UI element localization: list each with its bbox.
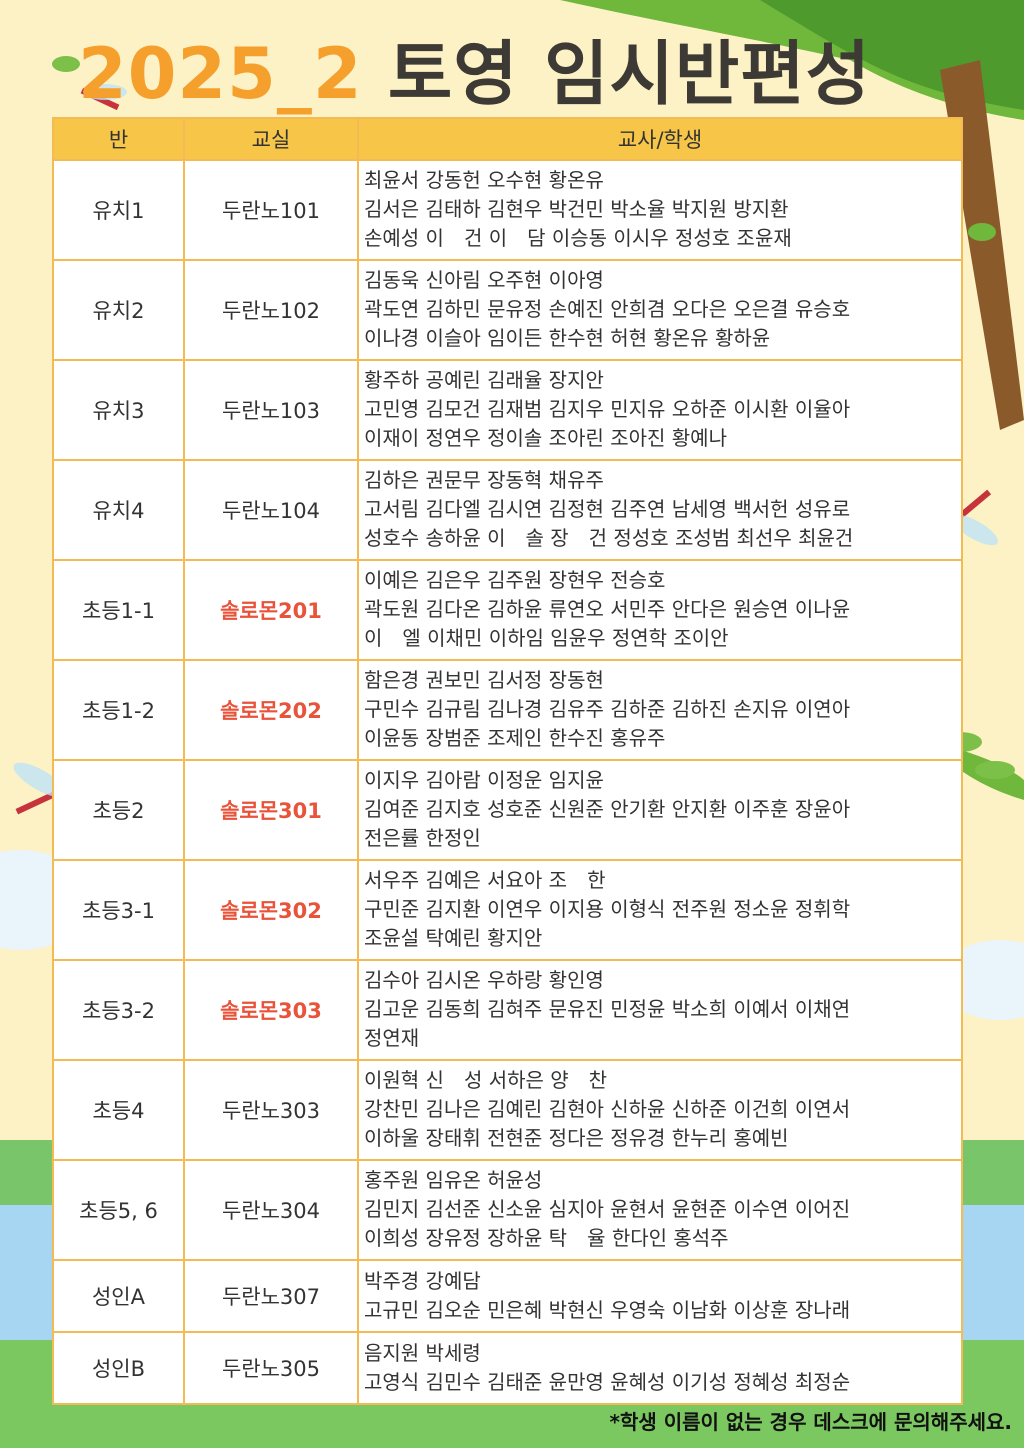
class-cell: 유치4 <box>52 459 185 561</box>
names-line: 성호수 송하윤 이 솔 장 건 정성호 조성범 최선우 최윤건 <box>364 526 854 550</box>
names-line: 고규민 김오순 민은혜 박현신 우영숙 이남화 이상훈 장나래 <box>364 1297 851 1322</box>
names-line: 손예성 이 건 이 담 이승동 이시우 정성호 조윤재 <box>364 226 792 250</box>
room-cell: 두란노303 <box>183 1059 359 1161</box>
room-cell: 두란노102 <box>183 259 359 361</box>
names-line: 이원혁 신 성 서하은 양 찬 <box>364 1068 608 1092</box>
names-line: 이 엘 이채민 이하임 임윤우 정연학 조이안 <box>364 626 729 650</box>
names-line: 홍주원 임유온 허윤성 <box>364 1168 543 1192</box>
room-cell: 솔로몬303 <box>183 959 359 1061</box>
names-line: 정연재 <box>364 1026 420 1050</box>
names-line: 곽도원 김다온 김하윤 류연오 서민주 안다은 원승연 이나윤 <box>364 597 851 621</box>
room-cell: 두란노103 <box>183 359 359 461</box>
names-line: 김민지 김선준 신소윤 심지아 윤현서 윤현준 이수연 이어진 <box>364 1197 851 1221</box>
header-cell: 교사/학생 <box>357 117 963 161</box>
names-line: 음지원 박세령 <box>364 1340 481 1365</box>
names-line: 박주경 강예담 <box>364 1268 481 1293</box>
names-line: 이재이 정연우 정이솔 조아린 조아진 황예나 <box>364 426 727 450</box>
title-year: 2025_2 <box>78 33 363 115</box>
class-cell: 유치3 <box>52 359 185 461</box>
header-cell: 교실 <box>183 117 359 161</box>
names-line: 이나경 이슬아 임이든 한수현 허현 황온유 황하윤 <box>364 326 771 350</box>
names-line: 전은률 한정인 <box>364 826 481 850</box>
names-line: 이예은 김은우 김주원 장현우 전승호 <box>364 568 666 592</box>
room-cell: 솔로몬202 <box>183 659 359 761</box>
names-line: 구민준 김지환 이연우 이지용 이형식 전주원 정소윤 정휘학 <box>364 897 851 921</box>
class-cell: 초등3-1 <box>52 859 185 961</box>
room-cell: 솔로몬201 <box>183 559 359 661</box>
room-cell: 솔로몬301 <box>183 759 359 861</box>
class-cell: 초등4 <box>52 1059 185 1161</box>
names-line: 조윤설 탁예린 황지안 <box>364 926 543 950</box>
room-cell: 두란노104 <box>183 459 359 561</box>
names-line: 강찬민 김나은 김예린 김현아 신하윤 신하준 이건희 이연서 <box>364 1097 851 1121</box>
names-line: 서우주 김예은 서요아 조 한 <box>364 868 606 892</box>
names-line: 김서은 김태하 김현우 박건민 박소율 박지원 방지환 <box>364 197 789 221</box>
class-cell: 성인A <box>52 1259 185 1333</box>
class-cell: 초등3-2 <box>52 959 185 1061</box>
names-line: 김동욱 신아림 오주현 이아영 <box>364 268 604 292</box>
class-cell: 성인B <box>52 1331 185 1405</box>
room-cell: 두란노304 <box>183 1159 359 1261</box>
names-line: 김하은 권문무 장동혁 채유주 <box>364 468 604 492</box>
names-line: 이하울 장태휘 전현준 정다은 정유경 한누리 홍예빈 <box>364 1126 789 1150</box>
names-line: 고영식 김민수 김태준 윤만영 윤혜성 이기성 정혜성 최정순 <box>364 1369 851 1394</box>
class-cell: 초등2 <box>52 759 185 861</box>
footnote: *학생 이름이 없는 경우 데스크에 문의해주세요. <box>609 1410 1012 1434</box>
header-row: 반 교실 교사/학생 <box>52 117 963 161</box>
class-cell: 초등1-2 <box>52 659 185 761</box>
names-line: 김고운 김동희 김혀주 문유진 민정윤 박소희 이예서 이채연 <box>364 997 851 1021</box>
room-cell: 두란노307 <box>183 1259 359 1333</box>
names-line: 이지우 김아람 이정운 임지윤 <box>364 768 604 792</box>
names-line: 고민영 김모건 김재범 김지우 민지유 오하준 이시환 이율아 <box>364 397 851 421</box>
names-line: 김수아 김시온 우하랑 황인영 <box>364 968 604 992</box>
room-cell: 두란노101 <box>183 159 359 261</box>
title-text: 토영 임시반편성 <box>387 33 872 115</box>
title: 2025_2 토영 임시반편성 <box>78 18 871 119</box>
names-line: 최윤서 강동헌 오수현 황온유 <box>364 168 604 192</box>
class-cell: 유치2 <box>52 259 185 361</box>
names-line: 고서림 김다엘 김시연 김정현 김주연 남세영 백서헌 성유로 <box>364 497 851 521</box>
names-line: 이윤동 장범준 조제인 한수진 홍유주 <box>364 726 666 750</box>
names-line: 김여준 김지호 성호준 신원준 안기환 안지환 이주훈 장윤아 <box>364 797 851 821</box>
header-cell: 반 <box>52 117 185 161</box>
names-line: 곽도연 김하민 문유정 손예진 안희겸 오다은 오은결 유승호 <box>364 297 851 321</box>
names-line: 이희성 장유정 장하윤 탁 율 한다인 홍석주 <box>364 1226 729 1250</box>
names-line: 구민수 김규림 김나경 김유주 김하준 김하진 손지유 이연아 <box>364 697 851 721</box>
class-cell: 초등5, 6 <box>52 1159 185 1261</box>
names-line: 황주하 공예린 김래율 장지안 <box>364 368 604 392</box>
room-cell: 두란노305 <box>183 1331 359 1405</box>
room-cell: 솔로몬302 <box>183 859 359 961</box>
names-line: 함은경 권보민 김서정 장동현 <box>364 668 604 692</box>
class-cell: 유치1 <box>52 159 185 261</box>
class-cell: 초등1-1 <box>52 559 185 661</box>
